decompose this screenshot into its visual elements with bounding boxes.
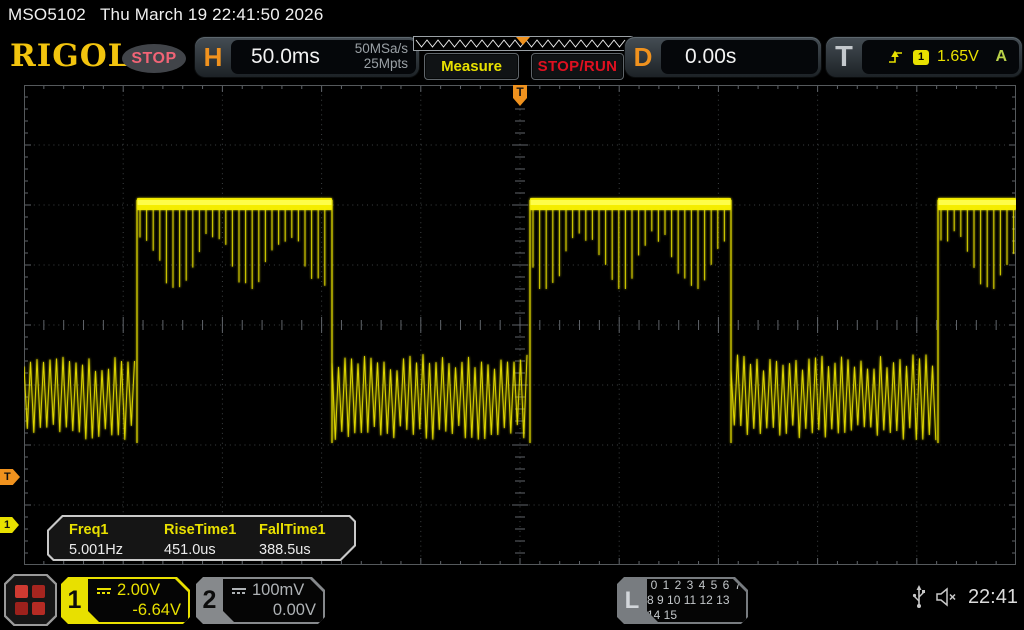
stop-run-button[interactable]: STOP/RUN [531, 53, 624, 80]
svg-text:T: T [516, 85, 524, 99]
rigol-logo: RIGOL [10, 38, 131, 74]
trigger-source-badge: 1 [913, 49, 929, 65]
delay-badge: D [633, 41, 653, 72]
measurement-freq1: Freq1 5.001Hz [69, 522, 124, 558]
horizontal-badge: H [203, 41, 223, 72]
horizontal-panel[interactable]: H 50.0ms 50MSa/s 25Mpts [195, 37, 419, 77]
record-preview-bar[interactable] [413, 36, 633, 51]
waveform-display: T [24, 85, 1016, 565]
delay-panel[interactable]: D 0.00s [625, 37, 821, 77]
measurement-falltime1: FallTime1 388.5us [259, 522, 326, 558]
trigger-mode: A [995, 48, 1007, 65]
channel1-block[interactable]: 1 2.00V -6.64V [61, 577, 190, 624]
acquisition-status-badge: STOP [122, 44, 186, 73]
measurement-risetime1: RiseTime1 451.0us [164, 522, 237, 558]
channel2-block[interactable]: 2 100mV 0.00V [196, 577, 325, 624]
delay-value: 0.00s [685, 45, 737, 68]
clock: 22:41 [967, 585, 1018, 608]
channel1-zero-marker[interactable]: 1 [0, 517, 19, 533]
speaker-muted-icon [936, 587, 956, 607]
sample-rate: 50MSa/s 25Mpts [354, 41, 408, 71]
trigger-panel[interactable]: T 1 1.65V A [826, 37, 1022, 77]
channel1-number: 1 [67, 586, 82, 614]
measure-button[interactable]: Measure [424, 53, 519, 80]
channel1-scale: 2.00V [117, 581, 161, 599]
dc-coupling-icon [232, 588, 246, 594]
trigger-badge: T [835, 40, 853, 73]
channel2-number: 2 [202, 586, 217, 614]
channel2-offset: 0.00V [272, 601, 316, 619]
usb-icon [912, 585, 925, 608]
logic-badge: L [624, 586, 640, 614]
measurement-panel[interactable]: Freq1 5.001Hz RiseTime1 451.0us FallTime… [47, 515, 356, 561]
trigger-position-marker: T [513, 85, 527, 106]
menu-icon[interactable] [4, 574, 57, 626]
model-name: MSO5102 [8, 5, 86, 24]
datetime: Thu March 19 22:41:50 2026 [99, 5, 324, 24]
channel2-scale: 100mV [252, 581, 305, 599]
timebase-value: 50.0ms [251, 45, 320, 68]
trigger-level-marker[interactable]: T [0, 469, 20, 485]
trigger-level-value: 1.65V [937, 48, 979, 65]
logic-row-0-7: 0 1 2 3 4 5 6 7 [650, 578, 743, 592]
status-bar: MSO5102 Thu March 19 22:41:50 2026 [8, 5, 323, 25]
logic-channels-block[interactable]: L 0 1 2 3 4 5 6 7 8 9 10 11 12 13 14 15 [617, 577, 748, 624]
logic-row-8-15: 8 9 10 11 12 13 14 15 [647, 593, 730, 622]
dc-coupling-icon [97, 588, 111, 594]
rising-edge-icon [889, 50, 902, 63]
channel1-offset: -6.64V [132, 601, 181, 619]
